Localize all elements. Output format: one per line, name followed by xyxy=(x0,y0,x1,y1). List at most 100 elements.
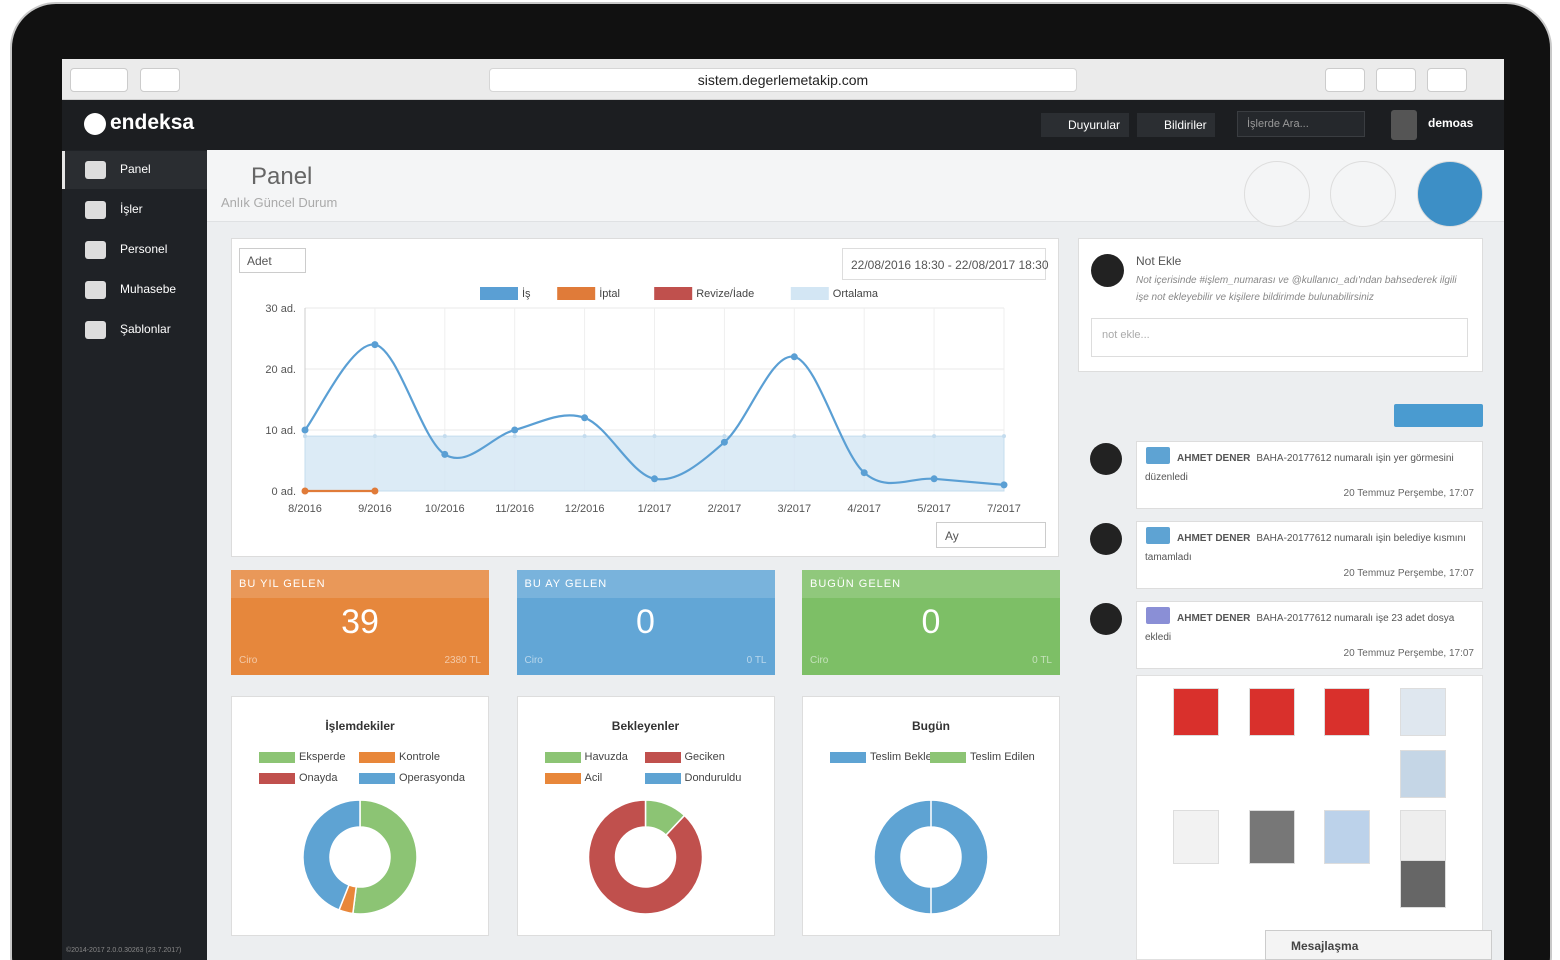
legend-swatch xyxy=(359,773,395,784)
file-thumbnail[interactable] xyxy=(1173,688,1219,736)
nav-button[interactable]: Bildiriler xyxy=(1137,113,1215,137)
url-bar[interactable] xyxy=(489,68,1077,92)
activity-user[interactable]: AHMET DENER xyxy=(1177,613,1251,624)
activity-avatar xyxy=(1090,603,1122,635)
file-thumbnail[interactable] xyxy=(1400,810,1446,864)
note-text: Not içerisinde #işlem_numarası ve @kulla… xyxy=(1136,275,1457,303)
stat-card-header xyxy=(516,570,775,598)
header-action[interactable] xyxy=(1417,161,1483,227)
legend-label: Donduruldu xyxy=(684,772,742,784)
legend-swatch xyxy=(544,773,581,784)
legend-label: Teslim Bekleyen xyxy=(870,751,950,763)
sidebar-icon xyxy=(85,281,106,299)
donut-title: İşlemdekiler xyxy=(325,719,395,733)
note-input[interactable]: not ekle... xyxy=(1091,318,1468,357)
stat-card xyxy=(231,570,489,675)
legend-label: Acil xyxy=(584,772,603,784)
sidebar-item[interactable]: Personel xyxy=(120,242,168,256)
activity-time: 20 Temmuz Perşembe, 17:07 xyxy=(1343,568,1474,579)
share-button[interactable] xyxy=(1376,68,1416,92)
file-thumbnail[interactable] xyxy=(1249,810,1295,864)
file-thumbnail[interactable] xyxy=(1324,810,1370,864)
sidebar-item[interactable]: Muhasebe xyxy=(120,282,177,296)
activity-avatar xyxy=(1090,443,1122,475)
legend-swatch xyxy=(644,752,681,763)
file-thumbnail[interactable] xyxy=(1400,750,1446,798)
nav-button[interactable]: Duyurular xyxy=(1041,113,1129,137)
legend-label: Kontrole xyxy=(399,751,440,763)
search-box[interactable]: İşlerde Ara... xyxy=(1237,111,1365,137)
activity-message: BAHA-20177612 numaralı işin belediye kıs… xyxy=(1145,533,1466,563)
activity-card xyxy=(1136,441,1483,509)
date-range[interactable]: 22/08/2016 18:30 - 22/08/2017 18:30 xyxy=(842,248,1049,280)
user-avatar xyxy=(1391,110,1417,140)
legend-swatch xyxy=(259,752,295,763)
brand[interactable]: endeksa xyxy=(110,111,195,134)
legend-label: Havuzda xyxy=(584,751,628,763)
file-thumbnail[interactable] xyxy=(1324,688,1370,736)
legend-label: Geciken xyxy=(684,751,725,763)
activity-text: AHMET DENER BAHA-20177612 numaralı işin b… xyxy=(1145,529,1475,567)
sidebar-item[interactable]: Panel xyxy=(120,162,151,176)
stat-title: BU AY GELEN xyxy=(524,578,608,590)
stat-footer-value: 0 TL xyxy=(1032,655,1052,666)
chat-tab[interactable]: Mesajlaşma xyxy=(1265,930,1492,960)
activity-card xyxy=(1136,521,1483,589)
stat-card-header xyxy=(231,570,489,598)
stat-card xyxy=(516,570,775,675)
legend-swatch xyxy=(930,752,966,763)
chart-panel xyxy=(231,238,1059,557)
activity-user[interactable]: AHMET DENER xyxy=(1177,453,1251,464)
sidebar-icon xyxy=(85,161,106,179)
stat-title: BU YIL GELEN xyxy=(239,578,326,590)
period-select[interactable]: Ay xyxy=(936,522,1046,548)
activity-text: AHMET DENER BAHA-20177612 numaralı işe 23… xyxy=(1145,609,1475,647)
page-title: Panel xyxy=(251,163,313,190)
legend-swatch xyxy=(544,752,581,763)
activity-avatar xyxy=(1090,523,1122,555)
note-title: Not Ekle xyxy=(1136,254,1182,268)
legend-swatch xyxy=(259,773,295,784)
legend-swatch xyxy=(359,752,395,763)
sidebar-toggle[interactable] xyxy=(140,68,180,92)
stat-title: BUGÜN GELEN xyxy=(810,578,902,590)
page-subtitle: Anlık Güncel Durum xyxy=(221,195,338,210)
file-thumbnail[interactable] xyxy=(1173,810,1219,864)
user-menu[interactable]: demoas xyxy=(1428,116,1474,130)
file-thumbnail[interactable] xyxy=(1249,688,1295,736)
brand-logo xyxy=(84,113,106,135)
donut-title: Bekleyenler xyxy=(611,719,680,733)
activity-card xyxy=(1136,601,1483,669)
tabs-button[interactable] xyxy=(1427,68,1467,92)
stat-footer-label: Ciro xyxy=(810,655,829,666)
legend-label: Onayda xyxy=(299,772,338,784)
file-thumbnail[interactable] xyxy=(1400,860,1446,908)
file-thumbnail[interactable] xyxy=(1400,688,1446,736)
activity-toolbar[interactable] xyxy=(1394,404,1483,427)
stat-footer-value: 2380 TL xyxy=(444,655,481,666)
download-button[interactable] xyxy=(1325,68,1365,92)
stat-value: 0 xyxy=(921,603,941,641)
legend-swatch xyxy=(644,773,681,784)
header-action[interactable] xyxy=(1330,161,1396,227)
sidebar-footer: ©2014-2017 2.0.0.30263 (23.7.2017) xyxy=(66,947,182,954)
legend-swatch xyxy=(830,752,866,763)
activity-icon xyxy=(1146,527,1170,544)
activity-message: BAHA-20177612 numaralı işe 23 adet dosya… xyxy=(1145,613,1455,643)
sidebar-item[interactable]: İşler xyxy=(120,202,143,216)
back-button[interactable] xyxy=(70,68,128,92)
sidebar-icon xyxy=(85,241,106,259)
activity-user[interactable]: AHMET DENER xyxy=(1177,533,1251,544)
activity-icon xyxy=(1146,447,1170,464)
url-text: sistem.degerlemetakip.com xyxy=(697,72,869,88)
sidebar-item[interactable]: Şablonlar xyxy=(120,322,171,336)
sidebar xyxy=(62,150,207,960)
note-avatar xyxy=(1091,254,1124,287)
legend-label: Operasyonda xyxy=(399,772,466,784)
activity-icon xyxy=(1146,607,1170,624)
stat-value: 39 xyxy=(341,603,379,641)
unit-select[interactable]: Adet xyxy=(239,248,306,273)
sidebar-icon xyxy=(85,321,106,339)
header-action[interactable] xyxy=(1244,161,1310,227)
